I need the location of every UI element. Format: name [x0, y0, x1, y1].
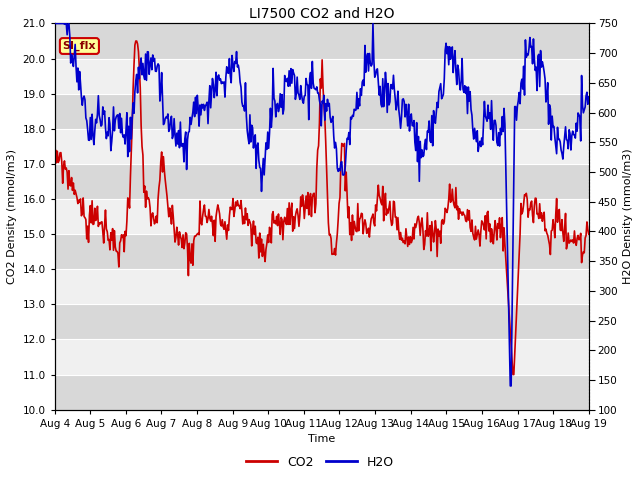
Bar [54, 129, 589, 164]
X-axis label: Time: Time [308, 434, 335, 444]
Text: SI_flx: SI_flx [63, 41, 96, 51]
Bar [54, 374, 589, 409]
Bar [54, 269, 589, 304]
Bar [54, 24, 589, 59]
Bar [54, 59, 589, 94]
Bar [54, 199, 589, 234]
Y-axis label: H2O Density (mmol/m3): H2O Density (mmol/m3) [623, 149, 633, 284]
Title: LI7500 CO2 and H2O: LI7500 CO2 and H2O [249, 7, 394, 21]
Bar [54, 304, 589, 339]
Bar [54, 339, 589, 374]
Y-axis label: CO2 Density (mmol/m3): CO2 Density (mmol/m3) [7, 149, 17, 284]
Bar [54, 164, 589, 199]
Legend: CO2, H2O: CO2, H2O [241, 451, 399, 474]
Bar [54, 234, 589, 269]
Bar [54, 94, 589, 129]
